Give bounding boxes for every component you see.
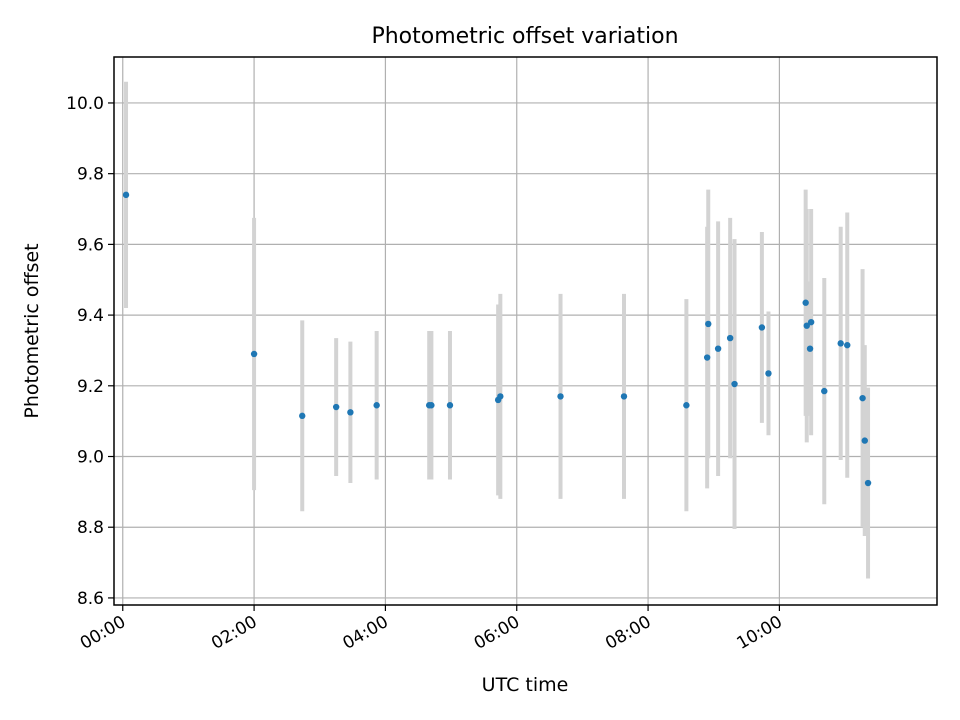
x-axis-label: UTC time (482, 674, 569, 696)
data-point (683, 402, 690, 409)
plot-frame (113, 56, 938, 606)
data-point (802, 299, 809, 306)
data-point (620, 393, 628, 400)
data-point (122, 191, 130, 199)
data-point (837, 340, 844, 347)
data-point (731, 380, 738, 388)
axis-ticks: 00:00 02:00 04:00 06:00 08:00 10:00 8.6 8.8 9.0 9… (66, 94, 786, 654)
y-axis-label: Photometric offset (21, 243, 43, 418)
data-point (557, 393, 564, 400)
x-tick-label: 00:00 (77, 612, 129, 654)
x-tick-label: 08:00 (602, 612, 654, 654)
y-tick-label: 9.4 (77, 306, 104, 326)
data-point (347, 409, 354, 416)
data-point (373, 402, 380, 409)
data-point (821, 387, 828, 395)
data-point (726, 334, 734, 342)
data-point (446, 402, 454, 409)
data-point (705, 320, 712, 328)
y-tick-label: 8.6 (77, 589, 104, 609)
error-bars (124, 81, 871, 579)
y-tick-label: 9.8 (77, 165, 104, 185)
data-point (758, 324, 766, 331)
data-point (803, 322, 810, 329)
data-point (806, 345, 814, 352)
y-tick-label: 9.6 (77, 235, 104, 255)
grid (114, 57, 937, 605)
x-tick-label: 10:00 (733, 612, 785, 654)
chart-title: Photometric offset variation (371, 24, 678, 49)
x-tick-label: 06:00 (471, 612, 523, 654)
data-point (859, 394, 866, 402)
data-point (332, 403, 340, 411)
y-tick-label: 9.2 (77, 377, 104, 397)
data-point (861, 437, 868, 444)
data-point (807, 318, 815, 326)
data-point (703, 354, 711, 361)
data-point (864, 479, 872, 487)
data-point (844, 341, 851, 349)
x-tick-label: 02:00 (208, 612, 260, 654)
y-tick-label: 10.0 (66, 94, 104, 114)
data-point (497, 393, 504, 400)
data-point (714, 345, 722, 352)
y-tick-label: 9.0 (77, 448, 104, 468)
x-tick-label: 04:00 (339, 612, 391, 654)
data-points (122, 191, 872, 487)
data-point (299, 412, 306, 420)
data-point (428, 402, 435, 409)
data-point (250, 350, 258, 358)
data-point (765, 370, 772, 377)
y-tick-label: 8.8 (77, 518, 104, 538)
